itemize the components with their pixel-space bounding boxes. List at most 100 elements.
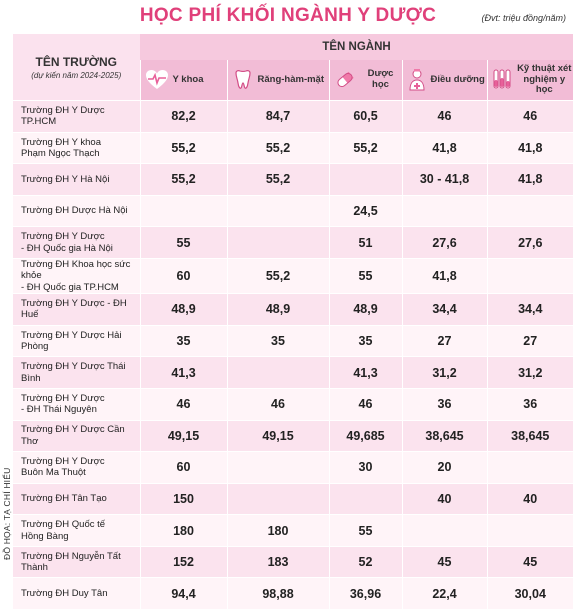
fee-cell [402,515,487,547]
school-name-line: Trường ĐH Y Dược Cần Thơ [21,424,140,447]
fee-cell: 55,2 [329,132,402,164]
fee-cell: 36 [402,388,487,420]
fee-cell: 82,2 [140,101,227,133]
fee-cell: 36,96 [329,578,402,609]
fee-cell [329,164,402,196]
column-header-duoc-hoc: Dược học [329,60,402,101]
fee-cell: 34,4 [402,294,487,326]
fee-cell: 183 [227,546,329,578]
fee-cell: 40 [487,483,573,515]
fee-cell: 49,15 [140,420,227,452]
column-header-ky-thuat-xet-nghiem: Kỹ thuật xét nghiệm y học [487,60,573,101]
column-header-y-khoa: Y khoa [140,60,227,101]
column-label-duoc-hoc: Dược học [360,69,402,91]
nurse-icon [407,68,427,92]
school-name-cell: Trường ĐH Y Dược- ĐH Quốc gia Hà Nội [13,227,140,259]
fee-cell: 30 - 41,8 [402,164,487,196]
fee-cell: 40 [402,483,487,515]
fee-cell: 55,2 [140,132,227,164]
fee-cell: 20 [402,452,487,484]
fee-cell [227,357,329,389]
fee-cell: 46 [487,101,573,133]
school-name-line: Trường ĐH Y khoa [21,137,140,148]
fee-cell [402,195,487,227]
school-name-cell: Trường ĐH Y Hà Nội [13,164,140,196]
fee-cell: 31,2 [487,357,573,389]
pill-icon [334,69,356,91]
fee-cell: 38,645 [487,420,573,452]
fee-cell: 30,04 [487,578,573,609]
fee-cell: 49,15 [227,420,329,452]
table-row: Trường ĐH Khoa học sức khỏe- ĐH Quốc gia… [13,258,573,293]
column-label-y-khoa: Y khoa [173,75,204,86]
fee-cell: 45 [402,546,487,578]
fee-cell: 30 [329,452,402,484]
fee-cell: 46 [140,388,227,420]
fee-cell: 27 [487,325,573,357]
test-tube-icon [492,68,512,92]
school-name-cell: Trường ĐH Dược Hà Nội [13,195,140,227]
fee-cell: 22,4 [402,578,487,609]
fee-cell: 41,8 [402,132,487,164]
fee-cell: 152 [140,546,227,578]
school-name-line: Hồng Bàng [21,531,140,542]
fee-cell: 27 [402,325,487,357]
school-name-line: Trường ĐH Dược Hà Nội [21,205,140,216]
fee-cell: 46 [227,388,329,420]
fee-cell [227,195,329,227]
school-name-line: - ĐH Quốc gia TP.HCM [21,282,140,293]
school-name-cell: Trường ĐH Y Dược TP.HCM [13,101,140,133]
fee-cell: 45 [487,546,573,578]
fee-cell: 55,2 [140,164,227,196]
school-name-line: Trường ĐH Duy Tân [21,588,140,599]
fee-cell: 38,645 [402,420,487,452]
school-name-line: Trường ĐH Nguyễn Tất Thành [21,551,140,574]
fee-cell: 24,5 [329,195,402,227]
fee-cell [487,515,573,547]
school-name-cell: Trường ĐH Tân Tạo [13,483,140,515]
school-name-line: - ĐH Quốc gia Hà Nội [21,243,140,254]
fee-cell: 41,3 [140,357,227,389]
fee-cell: 48,9 [329,294,402,326]
fee-cell: 55,2 [227,132,329,164]
school-name-cell: Trường ĐH Nguyễn Tất Thành [13,546,140,578]
school-name-line: Trường ĐH Y Dược - ĐH Huế [21,298,140,321]
school-name-line: Trường ĐH Y Dược Thái Bình [21,361,140,384]
fee-cell: 41,8 [487,164,573,196]
graphic-credit: ĐỒ HỌA: TẠ CHÍ HIẾU [2,400,12,560]
fee-cell [227,483,329,515]
fee-cell: 35 [227,325,329,357]
fee-cell [487,258,573,293]
table-row: Trường ĐH Dược Hà Nội 24,5 [13,195,573,227]
fee-cell: 41,3 [329,357,402,389]
fee-cell: 46 [329,388,402,420]
school-name-cell: Trường ĐH Y Dược Cần Thơ [13,420,140,452]
fee-cell: 55 [329,258,402,293]
fee-cell: 41,8 [487,132,573,164]
fee-cell: 55 [329,515,402,547]
fee-cell: 51 [329,227,402,259]
fee-cell: 48,9 [227,294,329,326]
fee-cell: 180 [140,515,227,547]
school-name-line: Trường ĐH Y Hà Nội [21,174,140,185]
column-label-ky-thuat-xet-nghiem: Kỹ thuật xét nghiệm y học [516,64,574,97]
fee-cell: 31,2 [402,357,487,389]
fee-cell: 180 [227,515,329,547]
fee-cell: 34,4 [487,294,573,326]
column-label-rang-ham-mat: Răng-hàm-mặt [258,75,325,86]
heart-pulse-icon [145,69,169,91]
school-name-cell: Trường ĐH Y Dược Thái Bình [13,357,140,389]
fee-cell [487,452,573,484]
school-column-header: TÊN TRƯỜNG (dự kiến năm 2024-2025) [13,34,140,101]
fee-cell [227,452,329,484]
